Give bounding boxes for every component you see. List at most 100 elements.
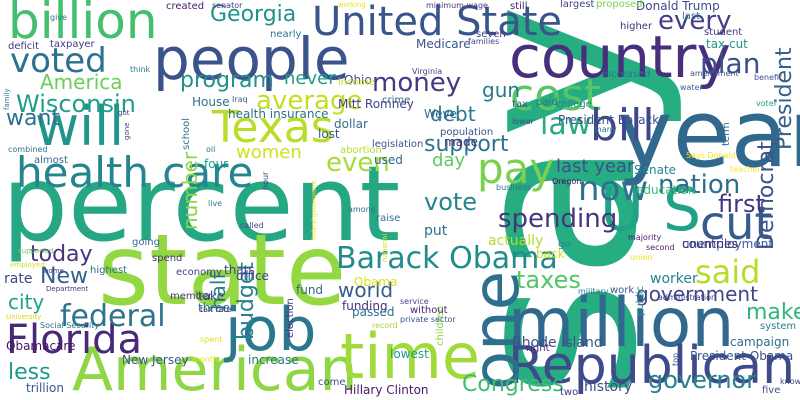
word-take: take [198,289,224,303]
word-unemployment: unemployment [682,237,774,251]
word-teacher: teacher [730,165,761,174]
word-education: education [636,183,696,197]
word-time: time [340,320,481,393]
word-largest: largest [560,0,595,10]
word-many: many [594,125,617,134]
word-income: income [338,77,375,88]
word-will: will [35,95,125,158]
word-plan: plan [700,47,761,80]
word-military: military [578,287,609,296]
word-taxes: taxes [516,266,581,294]
word-money: money [372,68,462,98]
word-even: even [326,148,390,178]
word-united-state: United State [312,0,563,45]
word-last-year: last year [556,156,635,177]
word-families: families [468,37,500,46]
word-abortion: abortion [340,145,382,156]
word-actually: actually [488,233,544,249]
word-today: today [30,242,93,267]
word-million: million [508,284,735,363]
word-worker: worker [650,271,698,287]
word-taxpayer: taxpayer [50,39,95,50]
word-cost: cost [510,70,602,121]
word-minimum-wage: minimum wage [426,1,488,10]
word-got: got [118,109,130,117]
word-percent: percent [2,143,401,265]
word-record: record [372,321,398,330]
word-business: business [496,183,531,192]
word-last: last [682,11,701,22]
word-right: right [526,343,550,354]
word-thats: thats [224,263,255,277]
word-barack-obama: Barack Obama [336,241,558,276]
word-legislation: legislation [372,139,424,150]
word-ohio: Ohio [344,73,372,87]
word-gun: gun [482,78,521,102]
word-supported: supported [18,247,54,255]
word-system: system [760,321,797,332]
word-think: think [130,65,151,74]
word-pay: pay [477,144,555,193]
word-world: world [338,278,394,302]
word-program: program [180,68,274,93]
word-spent: spent [200,335,223,344]
word-america: America [40,70,123,94]
word-college: college [556,99,592,110]
word-rate: rate [4,271,33,287]
word-hillary-clinton: Hillary Clinton [344,383,429,397]
word-private-sector: private sector [400,315,456,324]
word-seven: seven [476,29,506,40]
word-working: working [338,1,366,9]
word-spending: spending [498,204,618,234]
word-still: still [510,1,528,12]
word-american: American [72,335,358,400]
word-georgia: Georgia [210,2,297,27]
word-social-security: Social Security [40,321,100,330]
word-higher: higher [620,21,653,32]
word-donald-trump: Donald Trump [636,0,720,13]
word-term: term [721,122,732,146]
word-two: two [560,387,579,398]
word-people: people [153,25,350,93]
word-top: top [671,352,680,366]
word-population: population [440,127,494,138]
word-oil: oil [206,145,216,154]
word-tax-rate: tax rate [200,305,232,314]
word-house: House [192,95,230,109]
word-medicare: Medicare [416,37,471,51]
word-weve: Weve [424,107,458,121]
word-created: created [166,1,205,12]
word-health-care: health care [16,148,254,197]
word-office: office [236,269,269,283]
word-new: New [40,264,88,289]
word-five: five [762,385,781,396]
word-lower: lower [512,117,534,126]
word-benefit: benefit [754,73,783,82]
word-come: come [318,377,346,388]
word-vote: vote [424,188,478,216]
word-department: Department [46,285,89,293]
word-florida: Florida [6,317,143,363]
word-spend: spend [152,253,183,264]
word-almost: almost [34,155,68,166]
word-water: water [680,83,703,92]
word-service: service [400,297,429,306]
word-family: family [3,88,11,110]
word-back: back [536,247,565,261]
word-now: now [578,169,649,209]
word-highest: highest [90,265,128,276]
word-tax: tax [512,99,528,110]
word-women: women [236,142,302,163]
word-said: said [695,253,761,291]
word-put: put [424,223,448,239]
word-obama: Obama [354,275,398,289]
word-administration: administration [658,293,717,302]
word-law: law [540,107,592,142]
word-rhode-island: Rhode Island [512,335,603,351]
word-state: state [98,214,347,328]
word-average: average [256,86,363,116]
word-new-jersey: New Jersey [122,353,189,367]
word-president-barack: President Barack [558,113,660,127]
word-public: public [635,285,646,316]
